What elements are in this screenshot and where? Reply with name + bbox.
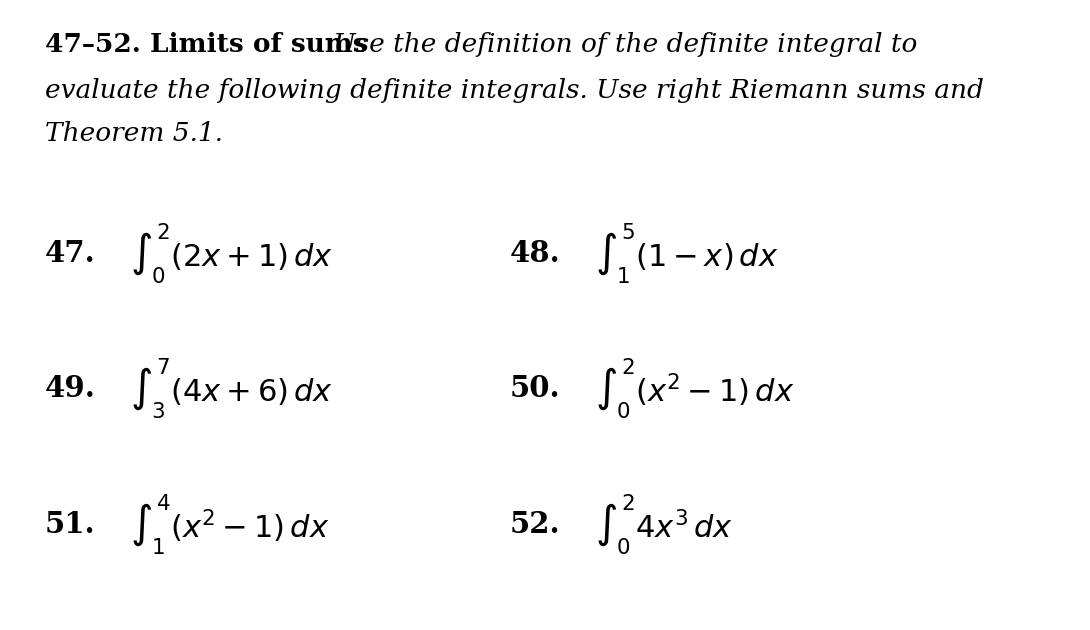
Text: Use the definition of the definite integral to: Use the definition of the definite integ… xyxy=(325,32,917,57)
Text: evaluate the following definite integrals. Use right Riemann sums and: evaluate the following definite integral… xyxy=(45,77,984,103)
Text: 52.: 52. xyxy=(509,510,560,539)
Text: 48.: 48. xyxy=(509,239,560,268)
Text: 47.: 47. xyxy=(45,239,96,268)
Text: $\int_{1}^{5} (1 - x)\, dx$: $\int_{1}^{5} (1 - x)\, dx$ xyxy=(595,221,778,285)
Text: 49.: 49. xyxy=(45,374,96,403)
Text: 51.: 51. xyxy=(45,510,96,539)
Text: $\int_{0}^{2} (2x + 1)\, dx$: $\int_{0}^{2} (2x + 1)\, dx$ xyxy=(130,221,334,285)
Text: 50.: 50. xyxy=(509,374,560,403)
Text: $\int_{1}^{4} (x^2 - 1)\, dx$: $\int_{1}^{4} (x^2 - 1)\, dx$ xyxy=(130,492,329,557)
Text: $\int_{3}^{7} (4x + 6)\, dx$: $\int_{3}^{7} (4x + 6)\, dx$ xyxy=(130,357,334,421)
Text: $\int_{0}^{2} 4x^3\, dx$: $\int_{0}^{2} 4x^3\, dx$ xyxy=(595,492,732,557)
Text: $\int_{0}^{2} (x^2 - 1)\, dx$: $\int_{0}^{2} (x^2 - 1)\, dx$ xyxy=(595,357,795,421)
Text: Theorem 5.1.: Theorem 5.1. xyxy=(45,121,222,146)
Text: 47–52. Limits of sums: 47–52. Limits of sums xyxy=(45,32,367,57)
